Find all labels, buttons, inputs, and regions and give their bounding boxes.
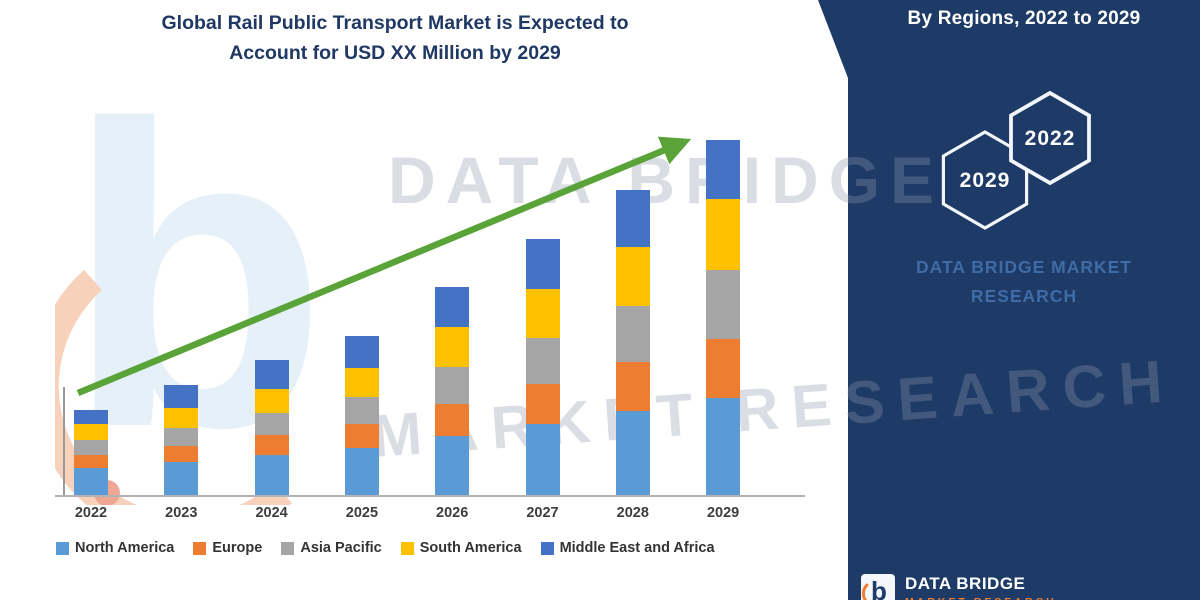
bar-segment-2027-south-america [525,289,560,338]
hexagon-2029-label: 2029 [960,169,1011,192]
bar-segment-2028-north-america [615,411,650,495]
bar-segment-2025-europe [344,424,379,448]
bar-segment-2022-europe [74,455,108,468]
bar-segment-2022-north-america [74,468,108,495]
year-hexagons: 2029 2022 [941,90,1091,230]
bar-segment-2029-asia-pacific [706,270,741,339]
bar-segment-2023-south-america [164,408,199,428]
footer-brand-name: DATA BRIDGE [905,574,1026,593]
bar-segment-2025-middle-east-and-africa [344,336,379,368]
bar-2026 [435,287,470,495]
legend-swatch-north-america [56,541,69,555]
x-tick-label-2029: 2029 [706,505,740,521]
bar-segment-2027-middle-east-and-africa [525,239,560,289]
bar-segment-2024-middle-east-and-africa [254,360,289,389]
panel-brand-line1: DATA BRIDGE MARKET [916,257,1132,277]
bar-segment-2023-europe [164,446,199,462]
panel-brand-text: DATA BRIDGE MARKET RESEARCH [848,253,1200,311]
x-tick-label-2024: 2024 [255,505,288,521]
bar-segment-2026-middle-east-and-africa [435,287,470,327]
right-brand-panel: By Regions, 2022 to 2029 2029 2022 DATA … [818,0,1200,600]
legend-label-europe: Europe [212,540,263,556]
legend-item-asia-pacific: Asia Pacific [281,540,382,556]
bar-segment-2029-south-america [706,199,741,270]
bar-segment-2022-south-america [74,424,108,440]
bar-segment-2023-asia-pacific [164,428,199,446]
legend-item-north-america: North America [56,540,174,556]
x-tick-label-2025: 2025 [345,505,379,521]
bar-segment-2028-asia-pacific [615,306,650,362]
panel-footer: b DATA BRIDGE MARKET RESEARCH [848,573,1057,600]
footer-texts: DATA BRIDGE MARKET RESEARCH [905,574,1057,600]
x-tick-label-2022: 2022 [74,505,108,521]
bar-segment-2024-south-america [254,389,289,413]
chart-title-line2: Account for USD XX Million by 2029 [229,42,561,64]
chart-title-line1: Global Rail Public Transport Market is E… [161,12,629,34]
footer-brand-subname: MARKET RESEARCH [905,596,1057,600]
panel-brand-line2: RESEARCH [970,286,1078,306]
bar-segment-2029-middle-east-and-africa [706,140,741,199]
bar-segment-2022-middle-east-and-africa [74,410,108,424]
bar-segment-2026-south-america [435,327,470,367]
bar-segment-2026-asia-pacific [435,367,470,404]
x-tick-label-2027: 2027 [526,505,559,521]
bar-segment-2024-asia-pacific [254,413,289,435]
data-bridge-logo-icon: b [861,574,895,600]
bar-segment-2024-europe [254,435,289,455]
chart-title: Global Rail Public Transport Market is E… [70,8,720,68]
bar-2023 [164,385,199,495]
bar-segment-2029-north-america [706,398,741,495]
bar-2029 [706,140,741,495]
legend-swatch-middle-east-and-africa [540,541,554,555]
x-axis-labels: 2022 2023 2024 2025 2026 2027 2028 2029 [55,505,803,525]
legend-swatch-asia-pacific [281,541,295,555]
plot-area [55,100,803,495]
legend-label-south-america: South America [419,540,522,556]
bar-2027 [525,239,560,495]
y-axis-line [63,387,65,495]
legend-label-middle-east-and-africa: Middle East and Africa [559,540,715,556]
bar-segment-2026-europe [435,404,470,436]
bar-2022 [74,410,108,495]
bar-segment-2027-europe [525,384,560,424]
x-tick-label-2023: 2023 [165,505,198,521]
legend-swatch-south-america [400,541,414,555]
bar-segment-2029-europe [706,339,741,398]
bar-2028 [615,190,650,495]
bar-segment-2028-middle-east-and-africa [615,190,650,247]
legend-label-north-america: North America [75,540,175,556]
bar-segment-2027-asia-pacific [525,338,560,384]
bar-segment-2022-asia-pacific [74,440,108,455]
bar-segment-2027-north-america [525,424,560,495]
x-tick-label-2028: 2028 [616,505,649,521]
bar-segment-2025-asia-pacific [344,397,379,424]
legend-item-south-america: South America [400,540,522,556]
bar-segment-2026-north-america [435,436,470,495]
panel-heading: By Regions, 2022 to 2029 [907,8,1141,29]
legend-item-middle-east-and-africa: Middle East and Africa [540,540,715,556]
bar-segment-2025-north-america [344,448,379,495]
bar-2025 [344,336,379,495]
legend-swatch-europe [193,541,207,555]
bar-segment-2028-europe [615,362,650,411]
bar-segment-2024-north-america [254,455,289,495]
legend: North America Europe Asia Pacific South Ame… [56,540,715,556]
x-axis-line [55,495,805,497]
bar-segment-2023-north-america [164,462,199,495]
legend-item-europe: Europe [193,540,262,556]
legend-label-asia-pacific: Asia Pacific [300,540,382,556]
bar-segment-2025-south-america [344,368,379,397]
bar-segment-2028-south-america [615,247,650,306]
x-tick-label-2026: 2026 [436,505,469,521]
bar-segment-2023-middle-east-and-africa [164,385,199,408]
hexagon-2022-shape [1009,90,1091,186]
svg-text:b: b [871,576,887,600]
hexagon-2022-label: 2022 [1025,127,1076,150]
bar-2024 [254,360,289,495]
